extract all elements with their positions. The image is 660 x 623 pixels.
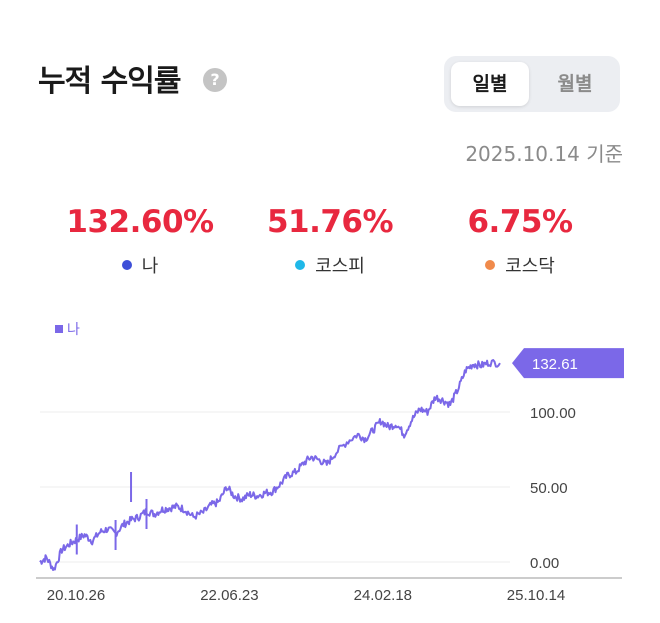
stat-label: 코스피 <box>315 256 365 277</box>
y-tick-label: 0.00 <box>530 555 559 572</box>
last-value-label: 132.61 <box>532 356 578 373</box>
stat-kospi: 51.76% 코스피 <box>230 204 430 278</box>
legend-dot-icon <box>295 260 306 270</box>
series-line-me <box>39 359 501 571</box>
stat-label: 나 <box>141 256 159 277</box>
stat-value: 132.60% <box>66 204 214 240</box>
help-icon[interactable]: ? <box>203 68 227 92</box>
legend-swatch-icon <box>55 325 63 333</box>
x-tick-label: 22.06.23 <box>200 587 258 604</box>
page-title: 누적 수익률 <box>38 64 181 99</box>
x-tick-label: 25.10.14 <box>507 587 565 604</box>
return-chart: 0.00 50.00 100.00 20.10.26 22.06.23 24.02.18 2… <box>36 321 624 604</box>
legend-label: 나 <box>67 321 80 337</box>
stat-me: 132.60% 나 <box>40 204 240 278</box>
x-tick-label: 24.02.18 <box>354 587 412 604</box>
monthly-tab[interactable]: 월별 <box>557 73 593 95</box>
legend-dot-icon <box>485 260 496 270</box>
period-toggle: 일별 월별 <box>444 56 620 112</box>
x-tick-label: 20.10.26 <box>47 587 105 604</box>
stat-label: 코스닥 <box>505 256 555 277</box>
daily-tab[interactable]: 일별 <box>451 62 529 106</box>
stat-value: 6.75% <box>467 204 573 240</box>
as-of-date: 2025.10.14 기준 <box>465 142 623 166</box>
stat-value: 51.76% <box>266 204 394 240</box>
last-value-tag <box>512 348 624 379</box>
stat-kosdaq: 6.75% 코스닥 <box>420 204 620 278</box>
y-tick-label: 50.00 <box>530 480 568 497</box>
y-tick-label: 100.00 <box>530 405 576 422</box>
legend-dot-icon <box>121 260 132 270</box>
